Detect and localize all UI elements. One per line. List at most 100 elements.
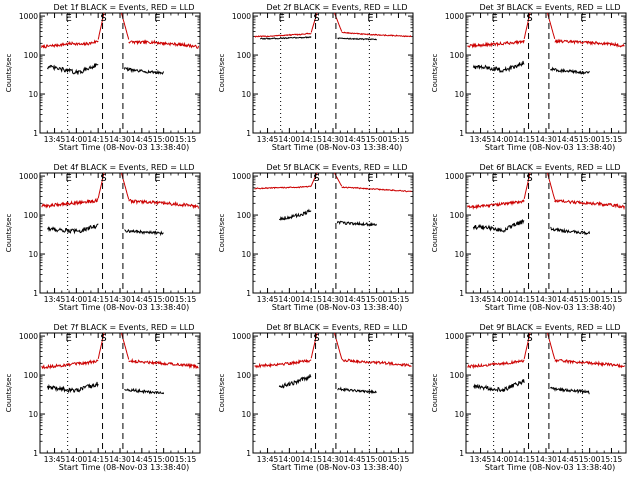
- chart-panel-5: Det 5f BLACK = Events, RED = LLD Counts/s…: [218, 163, 414, 312]
- lld-series-line: [467, 199, 525, 210]
- y-axis-label: Counts/sec: [218, 374, 226, 413]
- y-tick-label: 100: [24, 371, 39, 380]
- x-axis-label: Start Time (08-Nov-03 13:38:40): [272, 143, 402, 152]
- lld-series-line: [467, 39, 525, 49]
- marker-label: S: [313, 13, 319, 24]
- x-tick-label: 13:45: [257, 135, 279, 144]
- x-tick-label: 15:15: [175, 295, 197, 304]
- lld-series-line: [41, 359, 99, 370]
- x-tick-label: 15:15: [175, 135, 197, 144]
- y-axis-label: Counts/sec: [431, 54, 439, 93]
- events-series-line: [278, 374, 312, 389]
- x-tick-label: 15:15: [175, 455, 197, 464]
- x-tick-label: 15:15: [388, 455, 410, 464]
- y-axis-label: Counts/sec: [218, 54, 226, 93]
- chart-panel-8: Det 8f BLACK = Events, RED = LLD Counts/s…: [218, 323, 414, 472]
- x-tick-label: 15:15: [601, 295, 623, 304]
- marker-label: E: [367, 173, 373, 184]
- y-tick-label: 1: [459, 129, 464, 138]
- chart-panel-4: Det 4f BLACK = Events, RED = LLD Counts/s…: [5, 163, 201, 312]
- chart-panel-2: Det 2f BLACK = Events, RED = LLD Counts/s…: [218, 3, 414, 152]
- chart-title: Det 3f BLACK = Events, RED = LLD: [479, 3, 620, 12]
- x-tick-label: 13:45: [257, 295, 279, 304]
- lld-series-line: [41, 39, 99, 49]
- events-series-line: [337, 37, 377, 41]
- x-tick-label: 14:30: [535, 295, 557, 304]
- events-series-line: [550, 66, 590, 75]
- y-tick-label: 10: [241, 250, 251, 259]
- x-tick-label: 13:45: [44, 135, 66, 144]
- x-tick-label: 14:45: [344, 295, 366, 304]
- events-series-line: [472, 60, 525, 73]
- events-series-line: [472, 219, 525, 233]
- x-tick-label: 13:45: [470, 455, 492, 464]
- chart-panel-9: Det 9f BLACK = Events, RED = LLD Counts/s…: [431, 323, 627, 472]
- y-tick-label: 10: [454, 410, 464, 419]
- y-tick-label: 1: [459, 449, 464, 458]
- y-tick-label: 1000: [19, 332, 38, 341]
- x-axis-label: Start Time (08-Nov-03 13:38:40): [59, 463, 189, 472]
- x-axis-label: Start Time (08-Nov-03 13:38:40): [485, 143, 615, 152]
- chart-panel-1: Det 1f BLACK = Events, RED = LLD Counts/s…: [5, 3, 201, 152]
- x-tick-label: 14:15: [300, 135, 322, 144]
- lld-series-line: [254, 185, 312, 190]
- events-series-line: [46, 223, 99, 235]
- marker-label: S: [100, 13, 106, 24]
- x-tick-label: 14:00: [492, 295, 514, 304]
- marker-label: S: [100, 333, 106, 344]
- plot-frame: [465, 172, 627, 294]
- lld-series-line: [554, 358, 625, 369]
- x-tick-label: 15:15: [388, 135, 410, 144]
- y-tick-label: 1000: [445, 172, 464, 181]
- marker-label: E: [580, 333, 586, 344]
- y-tick-label: 1: [459, 289, 464, 298]
- events-series-line: [550, 386, 590, 395]
- events-series-line: [278, 208, 312, 221]
- y-tick-label: 1: [33, 129, 38, 138]
- y-tick-label: 1: [246, 129, 251, 138]
- x-axis-label: Start Time (08-Nov-03 13:38:40): [485, 463, 615, 472]
- lld-series-line: [341, 31, 412, 38]
- y-tick-label: 10: [241, 410, 251, 419]
- x-axis-label: Start Time (08-Nov-03 13:38:40): [59, 143, 189, 152]
- marker-label: S: [313, 333, 319, 344]
- events-series-line: [550, 226, 591, 236]
- x-tick-label: 15:00: [579, 135, 601, 144]
- events-series-line: [124, 228, 164, 237]
- lld-series-line: [554, 38, 625, 48]
- y-tick-label: 100: [450, 211, 465, 220]
- x-tick-label: 13:45: [257, 455, 279, 464]
- marker-label: E: [65, 173, 71, 184]
- x-tick-label: 14:30: [322, 135, 344, 144]
- x-tick-label: 13:45: [44, 455, 66, 464]
- marker-label: S: [100, 173, 106, 184]
- x-tick-label: 15:00: [366, 135, 388, 144]
- x-tick-label: 14:15: [513, 295, 535, 304]
- x-tick-label: 14:45: [557, 455, 579, 464]
- x-tick-label: 14:45: [557, 135, 579, 144]
- y-tick-label: 1000: [19, 12, 38, 21]
- x-tick-label: 14:15: [513, 455, 535, 464]
- y-tick-label: 10: [241, 90, 251, 99]
- y-tick-label: 100: [24, 51, 39, 60]
- lld-series-line: [554, 198, 625, 211]
- plot-frame: [252, 172, 414, 294]
- x-tick-label: 14:15: [87, 135, 109, 144]
- marker-label: S: [526, 13, 532, 24]
- y-axis-label: Counts/sec: [5, 214, 13, 253]
- lld-series-line: [41, 197, 99, 209]
- x-tick-label: 13:45: [470, 135, 492, 144]
- lld-series-line: [128, 357, 199, 370]
- y-tick-label: 10: [454, 90, 464, 99]
- x-tick-label: 14:30: [322, 295, 344, 304]
- chart-title: Det 6f BLACK = Events, RED = LLD: [479, 163, 620, 172]
- lld-series-line: [467, 359, 525, 370]
- y-tick-label: 1000: [232, 172, 251, 181]
- marker-label: S: [526, 333, 532, 344]
- y-axis-label: Counts/sec: [5, 54, 13, 93]
- x-tick-label: 14:00: [279, 135, 301, 144]
- x-tick-label: 14:30: [109, 455, 131, 464]
- x-tick-label: 14:30: [535, 135, 557, 144]
- marker-label: S: [526, 173, 532, 184]
